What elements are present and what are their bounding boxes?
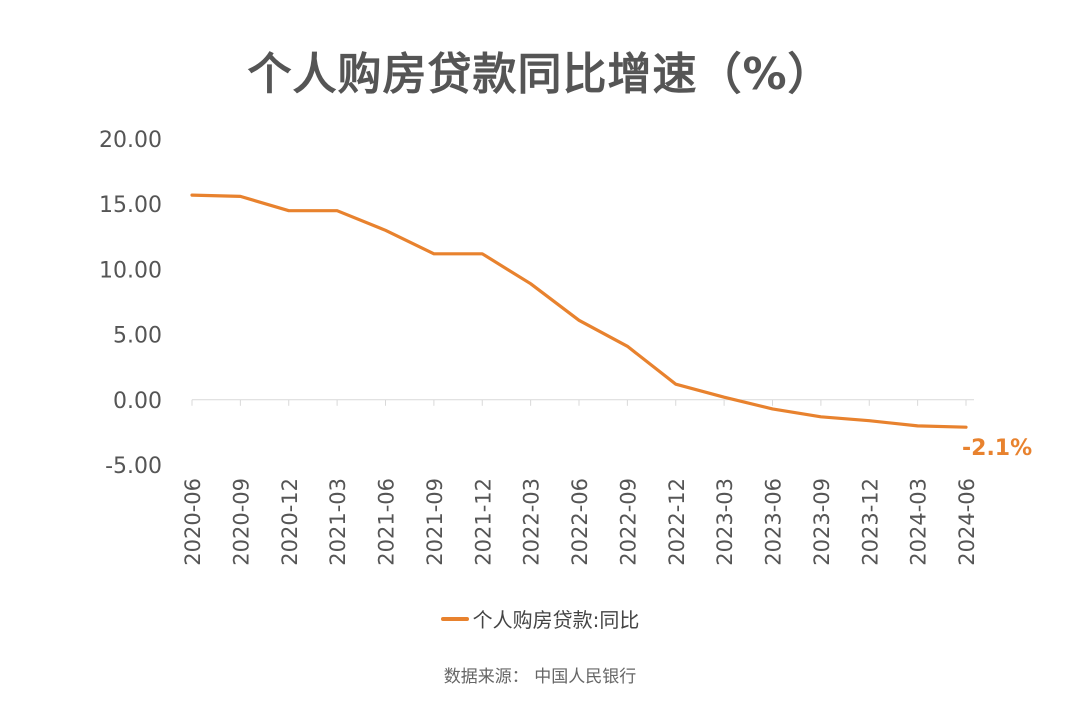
legend-label: 个人购房贷款:同比: [472, 608, 640, 632]
y-tick-label: 10.00: [99, 258, 162, 283]
x-tick-label: 2024-03: [907, 478, 931, 566]
y-axis: 20.00 15.00 10.00 5.00 0.00 -5.00: [99, 128, 162, 479]
x-tick-label: 2023-12: [858, 478, 882, 566]
x-tick-label: 2023-06: [762, 478, 786, 566]
legend-swatch: [440, 616, 469, 621]
y-tick-label: 15.00: [99, 193, 162, 218]
x-tick-label: 2020-06: [181, 478, 205, 566]
series-line: [190, 193, 968, 429]
source-note: 数据来源： 中国人民银行: [443, 667, 637, 687]
x-tick-label: 2022-06: [568, 478, 592, 566]
y-tick-label: -5.00: [105, 454, 162, 479]
x-tick-label: 2020-12: [278, 478, 302, 566]
x-tick-label: 2024-06: [955, 478, 979, 566]
x-tick-label: 2021-03: [326, 478, 350, 566]
legend: 个人购房贷款:同比: [0, 604, 1080, 633]
y-tick-label: 0.00: [113, 389, 162, 414]
x-tick-label: 2022-09: [616, 478, 640, 566]
x-tick-label: 2023-03: [713, 478, 737, 566]
x-tick-label: 2020-09: [229, 478, 253, 566]
x-tick-label: 2023-09: [810, 478, 834, 566]
x-tick-label: 2021-12: [471, 478, 495, 566]
series-layer: [190, 193, 968, 429]
x-tick-label: 2022-03: [520, 478, 544, 566]
data-label: -2.1%: [962, 436, 1032, 461]
x-axis: 2020-06 2020-09 2020-12 2021-03 2021-06 2021-…: [181, 399, 979, 566]
x-tick-label: 2021-09: [423, 478, 447, 566]
x-tick-label: 2021-06: [375, 478, 399, 566]
x-tick-label: 2022-12: [665, 478, 689, 566]
annotation-layer: -2.1%: [962, 436, 1032, 461]
y-tick-label: 5.00: [113, 324, 162, 349]
chart-title: 个人购房贷款同比增速（%）: [247, 49, 833, 100]
y-tick-label: 20.00: [99, 128, 162, 153]
